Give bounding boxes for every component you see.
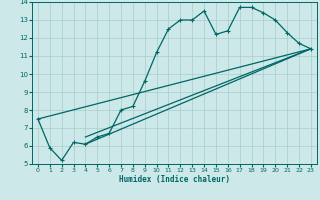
X-axis label: Humidex (Indice chaleur): Humidex (Indice chaleur): [119, 175, 230, 184]
